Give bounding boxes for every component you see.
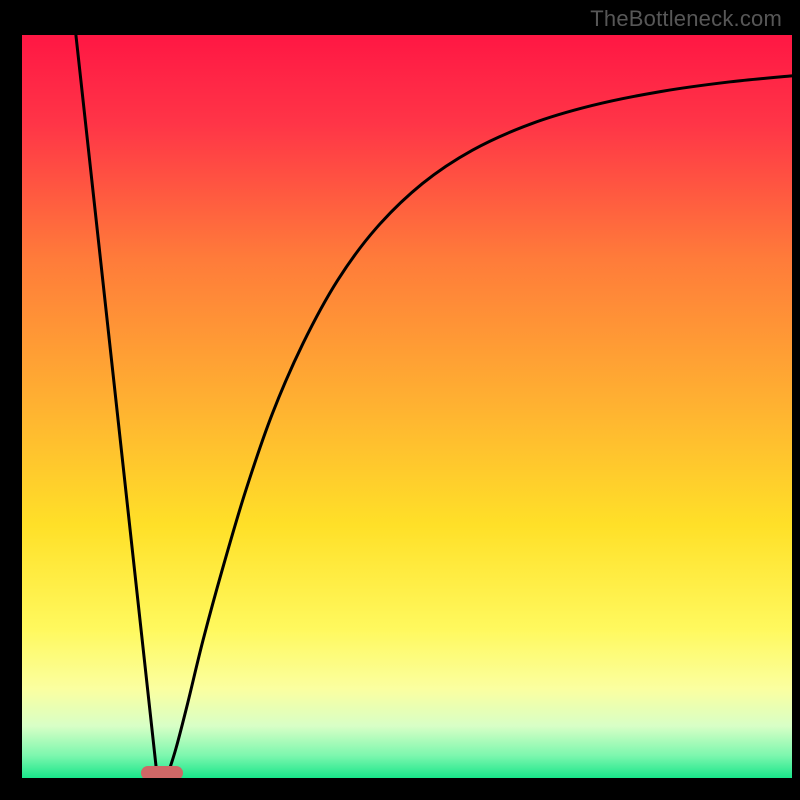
curve-left-line [76,35,157,773]
bottleneck-marker [141,766,183,778]
curve-overlay [22,35,792,778]
plot-area [22,35,792,778]
curve-right-path [168,76,792,773]
watermark-text: TheBottleneck.com [590,6,782,32]
